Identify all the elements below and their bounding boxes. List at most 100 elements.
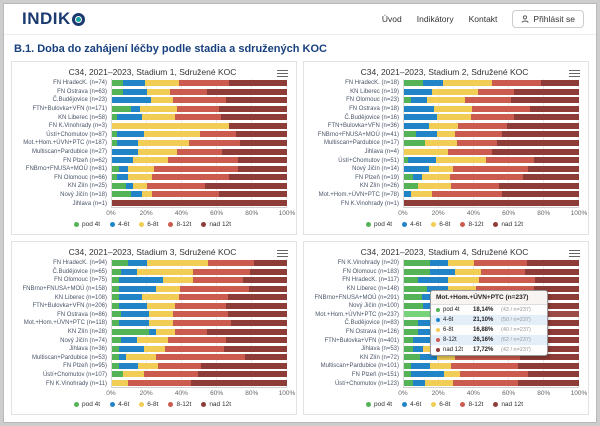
- bar-segment[interactable]: [432, 191, 502, 198]
- bar-segment[interactable]: [430, 268, 455, 275]
- legend-item[interactable]: pod 4t: [74, 221, 100, 228]
- bar-segment[interactable]: [112, 294, 119, 301]
- bar-segment[interactable]: [404, 337, 413, 344]
- bar-segment[interactable]: [426, 285, 448, 292]
- legend-item[interactable]: nad 12t: [493, 401, 523, 408]
- bar-segment[interactable]: [229, 174, 287, 181]
- bar-segment[interactable]: [119, 302, 147, 309]
- bar-segment[interactable]: [474, 260, 527, 267]
- bar-segment[interactable]: [168, 157, 238, 164]
- stacked-bar[interactable]: [112, 165, 287, 172]
- bar-segment[interactable]: [227, 311, 287, 318]
- bar-segment[interactable]: [535, 277, 579, 284]
- legend-item[interactable]: 6-8t: [139, 401, 158, 408]
- stacked-bar[interactable]: [112, 328, 287, 335]
- bar-segment[interactable]: [458, 122, 508, 129]
- bar-segment[interactable]: [425, 379, 453, 386]
- bar-segment[interactable]: [449, 174, 523, 181]
- bar-segment[interactable]: [119, 165, 128, 172]
- stacked-bar[interactable]: [112, 139, 287, 146]
- bar-segment[interactable]: [119, 294, 142, 301]
- bar-segment[interactable]: [404, 302, 424, 309]
- chart-menu-icon[interactable]: [276, 247, 289, 260]
- bar-segment[interactable]: [112, 285, 119, 292]
- bar-segment[interactable]: [253, 260, 287, 267]
- bar-segment[interactable]: [218, 191, 287, 198]
- bar-segment[interactable]: [122, 80, 146, 87]
- bar-segment[interactable]: [526, 260, 579, 267]
- bar-segment[interactable]: [238, 165, 287, 172]
- stacked-bar[interactable]: [112, 199, 287, 206]
- bar-segment[interactable]: [152, 191, 219, 198]
- bar-segment[interactable]: [208, 260, 254, 267]
- bar-segment[interactable]: [192, 277, 244, 284]
- nav-link-kontakt[interactable]: Kontakt: [468, 14, 498, 24]
- bar-segment[interactable]: [514, 114, 579, 121]
- bar-segment[interactable]: [248, 285, 287, 292]
- stacked-bar[interactable]: [404, 139, 579, 146]
- legend-item[interactable]: 8-12t: [168, 401, 191, 408]
- bar-segment[interactable]: [412, 174, 422, 181]
- bar-segment[interactable]: [404, 371, 411, 378]
- stacked-bar[interactable]: [112, 122, 287, 129]
- bar-segment[interactable]: [430, 260, 448, 267]
- bar-segment[interactable]: [428, 165, 453, 172]
- bar-segment[interactable]: [412, 379, 425, 386]
- bar-segment[interactable]: [447, 260, 474, 267]
- bar-segment[interactable]: [119, 277, 163, 284]
- stacked-bar[interactable]: [404, 114, 579, 121]
- bar-segment[interactable]: [404, 199, 579, 206]
- bar-segment[interactable]: [127, 174, 153, 181]
- bar-segment[interactable]: [162, 277, 193, 284]
- bar-segment[interactable]: [147, 182, 205, 189]
- bar-segment[interactable]: [145, 80, 179, 87]
- bar-segment[interactable]: [523, 174, 579, 181]
- stacked-bar[interactable]: [404, 157, 579, 164]
- bar-segment[interactable]: [126, 182, 133, 189]
- bar-segment[interactable]: [538, 302, 579, 309]
- bar-segment[interactable]: [530, 105, 579, 112]
- stacked-bar[interactable]: [112, 182, 287, 189]
- bar-segment[interactable]: [451, 362, 518, 369]
- bar-segment[interactable]: [117, 131, 144, 138]
- bar-segment[interactable]: [120, 337, 137, 344]
- bar-segment[interactable]: [404, 139, 425, 146]
- bar-segment[interactable]: [224, 345, 287, 352]
- bar-segment[interactable]: [119, 345, 144, 352]
- bar-segment[interactable]: [537, 319, 579, 326]
- bar-segment[interactable]: [496, 139, 579, 146]
- bar-segment[interactable]: [112, 182, 126, 189]
- bar-segment[interactable]: [173, 319, 231, 326]
- stacked-bar[interactable]: [112, 302, 287, 309]
- bar-segment[interactable]: [236, 131, 287, 138]
- bar-segment[interactable]: [119, 362, 139, 369]
- bar-segment[interactable]: [425, 139, 457, 146]
- bar-segment[interactable]: [419, 354, 438, 361]
- bar-segment[interactable]: [428, 122, 459, 129]
- bar-segment[interactable]: [117, 174, 128, 181]
- bar-segment[interactable]: [204, 182, 287, 189]
- bar-segment[interactable]: [517, 362, 579, 369]
- bar-segment[interactable]: [154, 165, 238, 172]
- bar-segment[interactable]: [411, 371, 445, 378]
- bar-segment[interactable]: [225, 97, 287, 104]
- bar-segment[interactable]: [112, 191, 132, 198]
- bar-segment[interactable]: [138, 148, 177, 155]
- bar-segment[interactable]: [404, 354, 420, 361]
- bar-segment[interactable]: [404, 114, 438, 121]
- bar-segment[interactable]: [136, 337, 168, 344]
- stacked-bar[interactable]: [112, 260, 287, 267]
- bar-segment[interactable]: [412, 345, 424, 352]
- bar-segment[interactable]: [119, 354, 126, 361]
- bar-segment[interactable]: [143, 131, 200, 138]
- stacked-bar[interactable]: [404, 354, 579, 361]
- bar-segment[interactable]: [199, 131, 237, 138]
- bar-segment[interactable]: [112, 354, 119, 361]
- bar-segment[interactable]: [433, 105, 473, 112]
- bar-segment[interactable]: [133, 157, 168, 164]
- bar-segment[interactable]: [112, 362, 119, 369]
- bar-segment[interactable]: [528, 165, 579, 172]
- bar-segment[interactable]: [460, 371, 529, 378]
- stacked-bar[interactable]: [112, 191, 287, 198]
- bar-segment[interactable]: [201, 362, 287, 369]
